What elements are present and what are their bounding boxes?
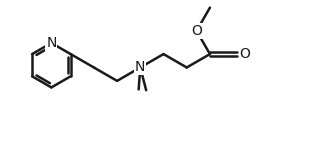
Text: O: O [191, 24, 202, 38]
Text: N: N [46, 36, 56, 50]
Text: O: O [239, 47, 250, 61]
Text: N: N [135, 60, 145, 75]
